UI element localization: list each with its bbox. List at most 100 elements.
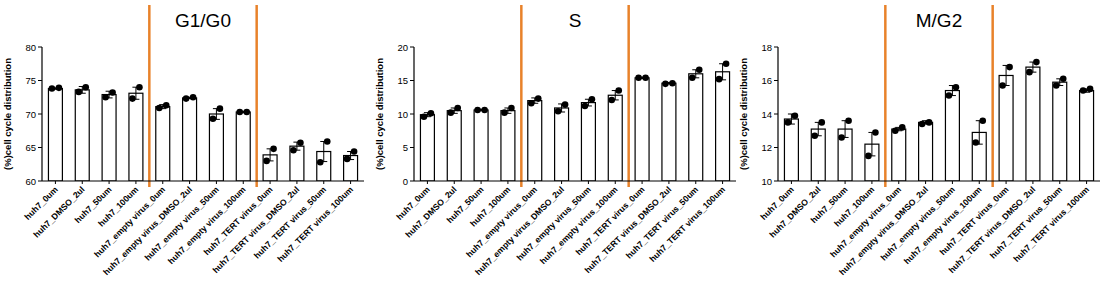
error-stem [979, 121, 980, 144]
bar [183, 98, 197, 181]
data-point [1026, 69, 1033, 76]
data-point [421, 113, 428, 120]
data-point [290, 147, 297, 154]
bar [999, 75, 1013, 181]
bar [635, 78, 649, 181]
x-tick [270, 181, 271, 184]
bar [102, 95, 116, 181]
y-tick-label: 12 [761, 142, 772, 153]
bar [1080, 91, 1094, 181]
data-point [892, 127, 899, 134]
y-tick-label: 5 [403, 142, 408, 153]
data-point [1087, 86, 1094, 93]
y-axis-line [413, 47, 414, 181]
data-point [243, 109, 250, 116]
x-tick [845, 181, 846, 184]
group-separator [991, 5, 994, 187]
figure: G1/G0(%)cell cycle distribution606570758… [0, 0, 1111, 305]
y-axis-line [41, 47, 42, 181]
data-point [845, 117, 852, 124]
data-point [183, 95, 190, 102]
x-tick [323, 181, 324, 184]
bar [236, 112, 250, 181]
x-tick [979, 181, 980, 184]
x-tick [615, 181, 616, 184]
data-point [109, 89, 116, 96]
data-point [102, 94, 109, 101]
y-tick-label: 60 [25, 176, 36, 187]
group-separator [148, 5, 151, 187]
error-stem [1059, 79, 1060, 86]
x-tick [561, 181, 562, 184]
data-point [865, 153, 872, 160]
bar [1026, 67, 1040, 181]
panel: S(%)cell cycle distribution05101520huh7_… [374, 5, 736, 277]
data-point [236, 109, 243, 116]
data-point [615, 87, 622, 94]
x-tick [296, 181, 297, 184]
data-point [1006, 64, 1013, 71]
x-tick [507, 181, 508, 184]
group-separator [884, 5, 887, 187]
data-point [562, 101, 569, 108]
data-point [351, 148, 358, 155]
error-stem [135, 87, 136, 99]
y-tick-label: 14 [761, 109, 772, 120]
bar [784, 119, 798, 181]
x-tick [791, 181, 792, 184]
data-point [1033, 59, 1040, 66]
x-tick [642, 181, 643, 184]
bar [209, 114, 223, 181]
data-group [48, 84, 357, 181]
bar [447, 111, 461, 181]
data-point [210, 115, 217, 122]
error-stem [323, 141, 324, 161]
x-tick [925, 181, 926, 184]
data-point [899, 124, 906, 131]
data-point [270, 146, 277, 153]
x-tick [1032, 181, 1033, 184]
bar [919, 122, 933, 181]
data-point [75, 89, 82, 96]
data-point [156, 105, 163, 112]
error-stem [818, 122, 819, 135]
group-separator [520, 5, 523, 187]
data-point [1080, 87, 1087, 94]
x-tick-label: huh7_TERT virus_100um [275, 184, 355, 264]
data-point [818, 119, 825, 126]
bar [290, 146, 304, 181]
data-point [263, 158, 270, 165]
data-point [716, 76, 723, 83]
error-stem [845, 121, 846, 138]
x-tick [588, 181, 589, 184]
x-tick [216, 181, 217, 184]
data-point [344, 156, 351, 163]
data-point [428, 110, 435, 117]
data-point [999, 82, 1006, 89]
data-point [785, 119, 792, 126]
data-point [662, 81, 669, 88]
x-tick [481, 181, 482, 184]
panel: G1/G0(%)cell cycle distribution606570758… [2, 5, 364, 277]
error-stem [270, 149, 271, 161]
y-axis-label: (%)cell cycle distribution [2, 58, 13, 170]
data-point [1060, 76, 1067, 83]
data-point [1053, 82, 1060, 89]
panel-title: M/G2 [916, 10, 962, 31]
data-point [669, 80, 676, 87]
bar [689, 74, 703, 181]
bar [581, 103, 595, 181]
error-stem [871, 132, 872, 155]
x-tick [818, 181, 819, 184]
x-tick [454, 181, 455, 184]
y-tick-label: 16 [761, 75, 772, 86]
x-tick [534, 181, 535, 184]
x-tick [722, 181, 723, 184]
error-stem [588, 99, 589, 106]
error-stem [1006, 65, 1007, 85]
data-point [919, 121, 926, 128]
data-point [979, 117, 986, 124]
data-point [872, 129, 879, 136]
data-point [642, 75, 649, 82]
data-point [972, 139, 979, 146]
